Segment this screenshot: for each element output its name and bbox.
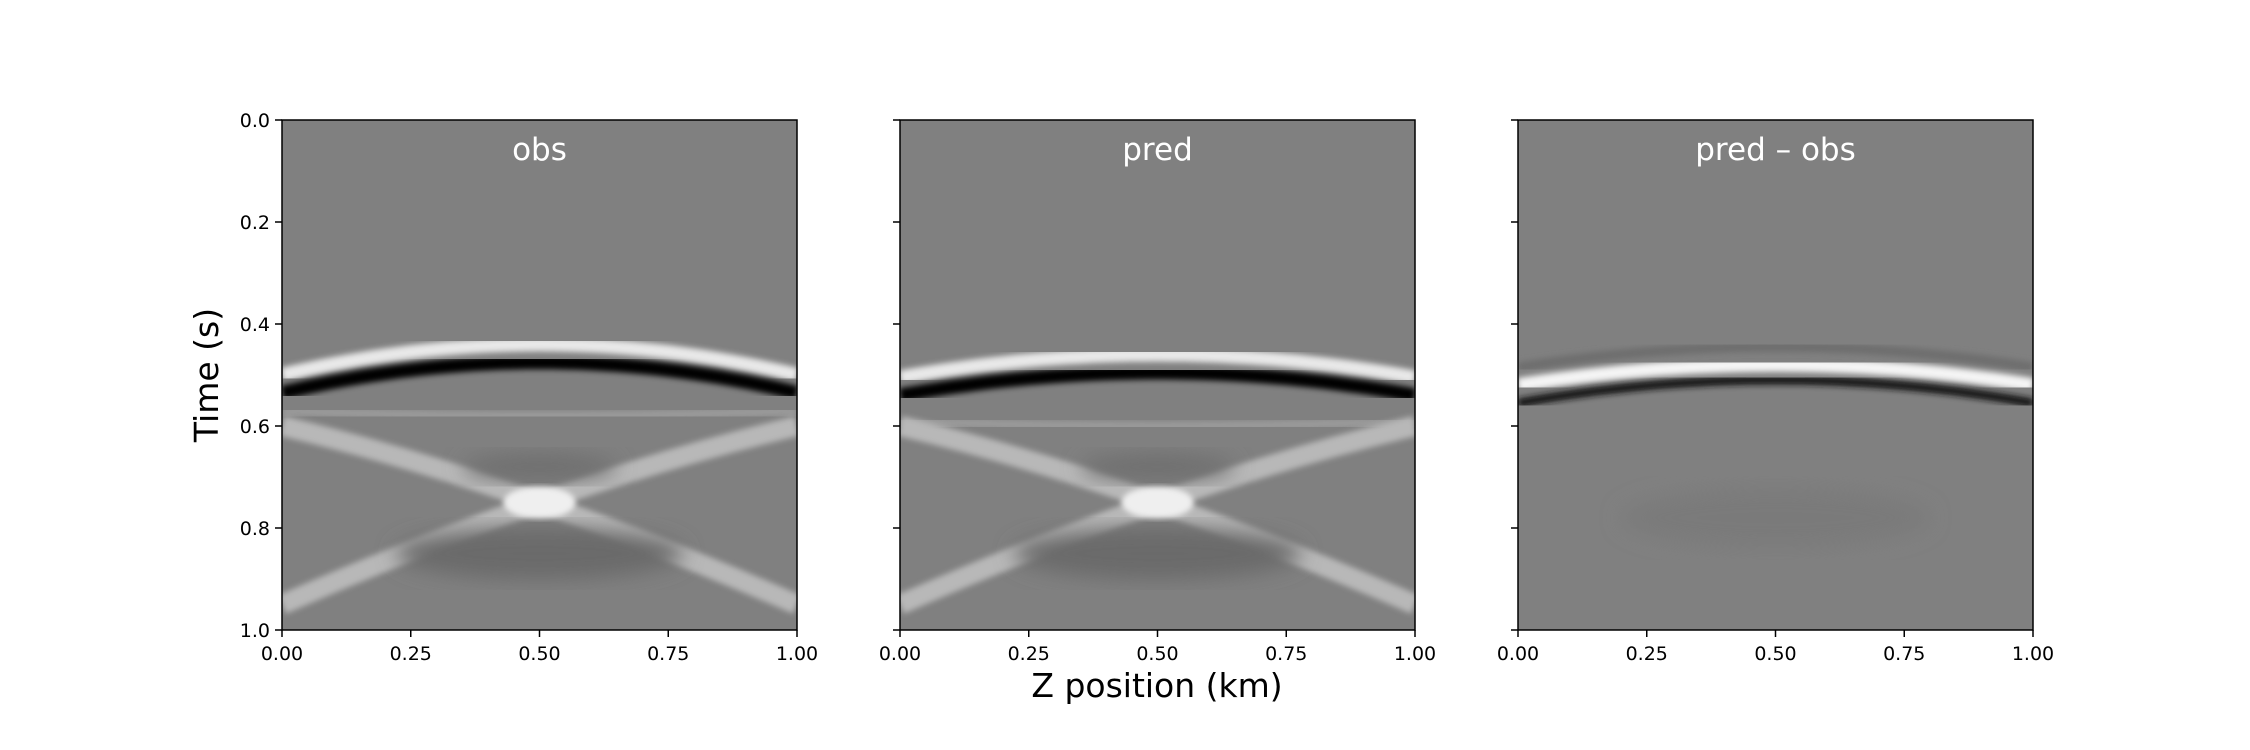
direct-arrival-dark — [900, 365, 1415, 403]
dark-shadow-upper — [1080, 452, 1235, 481]
x-tick-label: 0.25 — [1626, 643, 1668, 665]
y-axis-label: Time (s) — [187, 308, 226, 443]
x-tick-label: 0.50 — [518, 643, 560, 665]
x-tick-label: 0.75 — [1883, 643, 1925, 665]
x-tick-label: 1.00 — [1394, 643, 1436, 665]
y-tick-label: 0.4 — [240, 314, 270, 336]
residual-dark — [1518, 375, 2033, 408]
y-tick-label: 0.2 — [240, 212, 270, 234]
residual-bright — [1518, 357, 2033, 393]
y-tick-label: 0.6 — [240, 416, 270, 438]
x-tick-label: 0.00 — [879, 643, 921, 665]
panel-2: pred – obs 0.00 0.25 0.50 0.75 1.00 — [1497, 119, 2054, 665]
x-tick-label: 1.00 — [776, 643, 818, 665]
dark-shadow-lower — [1013, 527, 1302, 580]
bright-spot — [503, 486, 576, 519]
x-tick-label: 0.50 — [1754, 643, 1796, 665]
y-tick-label: 0.0 — [240, 110, 270, 132]
direct-arrival-light — [900, 347, 1415, 385]
x-tick-label: 1.00 — [2012, 643, 2054, 665]
x-axis-label: Z position (km) — [1031, 666, 1282, 705]
x-tick-label: 0.00 — [1497, 643, 1539, 665]
panel-title: obs — [512, 132, 567, 168]
y-tick-label: 0.8 — [240, 518, 270, 540]
heatmap-0 — [282, 120, 797, 630]
panel-title: pred — [1122, 132, 1193, 168]
multiple-arrival — [900, 415, 1415, 431]
x-tick-label: 0.50 — [1136, 643, 1178, 665]
residual-faint — [1621, 487, 1930, 548]
panel-1: pred 0.00 0.25 0.50 0.75 1.00 — [879, 119, 1436, 665]
x-tick-label: 0.25 — [1008, 643, 1050, 665]
heatmap-2 — [1518, 120, 2033, 630]
y-tick-label: 1.0 — [240, 620, 270, 642]
direct-arrival-dark — [282, 355, 797, 400]
direct-arrival-light — [282, 337, 797, 382]
bright-spot — [1121, 486, 1194, 519]
x-tick-label: 0.25 — [390, 643, 432, 665]
dark-shadow-lower — [395, 527, 684, 580]
x-tick-label: 0.00 — [261, 643, 303, 665]
dark-shadow-upper — [462, 452, 617, 481]
residual-dark-leading — [1518, 341, 2033, 373]
multiple-arrival — [282, 405, 797, 421]
x-tick-label: 0.75 — [647, 643, 689, 665]
panel-title: pred – obs — [1695, 132, 1856, 168]
panel-0: obs 0.00 0.25 0.50 0.75 1.00 0.0 0.2 0.4 0.6 0.8 1.… — [240, 110, 818, 665]
x-tick-label: 0.75 — [1265, 643, 1307, 665]
heatmap-1 — [900, 120, 1415, 630]
